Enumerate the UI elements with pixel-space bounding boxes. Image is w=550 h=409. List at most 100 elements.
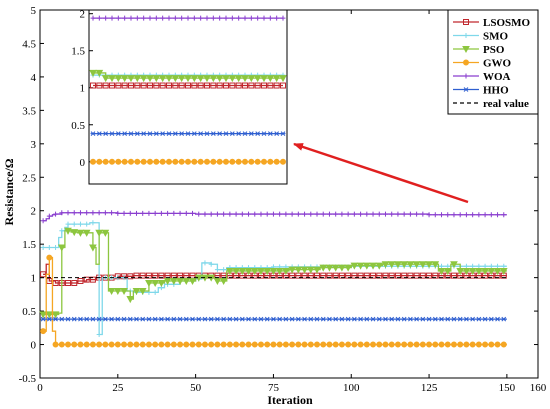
x-tick-label: 160 — [530, 382, 547, 394]
data-point — [376, 211, 382, 217]
inset-data-point — [147, 131, 153, 137]
inset-data-point — [204, 82, 210, 89]
data-point — [133, 272, 140, 279]
inset-data-point — [215, 75, 224, 83]
data-point — [140, 210, 146, 216]
inset-data-point — [89, 69, 97, 77]
data-point — [183, 210, 189, 216]
inset-data-point — [273, 82, 280, 89]
y-tick-label: 5 — [31, 5, 37, 17]
inset-data-point — [241, 75, 249, 83]
data-point — [152, 289, 158, 295]
inset-data-point — [90, 15, 96, 21]
data-point — [76, 229, 85, 237]
data-point — [419, 341, 426, 348]
data-point — [351, 272, 358, 279]
legend-item-real-value: real value — [453, 98, 529, 110]
data-point — [71, 316, 77, 322]
data-point — [163, 277, 172, 286]
series-gwo — [40, 254, 507, 348]
inset-data-point — [139, 75, 148, 83]
data-point — [364, 211, 370, 217]
inset-data-point — [229, 15, 235, 21]
data-point — [320, 316, 326, 322]
data-point — [420, 316, 426, 322]
inset-data-point — [229, 82, 236, 89]
data-point — [332, 341, 339, 348]
inset-data-point — [172, 82, 179, 89]
inset-data-point — [229, 131, 235, 137]
inset-data-point — [133, 75, 142, 83]
data-point — [308, 211, 314, 217]
data-point — [169, 277, 178, 286]
data-point — [283, 211, 289, 217]
data-point — [401, 341, 408, 348]
data-point — [407, 272, 414, 279]
inset-data-point — [267, 131, 273, 137]
data-point — [326, 211, 332, 217]
inset-data-point — [242, 131, 248, 137]
data-point — [177, 316, 183, 322]
data-point — [376, 316, 382, 322]
y-tick-label: 2.5 — [22, 172, 36, 184]
data-point — [314, 341, 321, 348]
inset-data-point — [172, 15, 178, 21]
inset-data-point — [172, 131, 178, 137]
inset-data-point — [210, 131, 216, 137]
data-point — [83, 341, 90, 348]
x-axis-title: Iteration — [267, 393, 313, 407]
legend-marker — [463, 33, 469, 38]
data-point — [333, 211, 339, 217]
data-point — [71, 279, 78, 286]
main-series-layer — [39, 210, 508, 348]
data-point — [40, 328, 47, 335]
data-point — [364, 316, 370, 322]
data-point — [270, 341, 277, 348]
series-woa — [40, 210, 507, 224]
data-point — [102, 316, 108, 322]
data-point — [333, 316, 339, 322]
data-point — [381, 261, 390, 269]
data-point — [470, 263, 476, 269]
data-point — [239, 341, 246, 348]
data-point — [463, 316, 469, 322]
data-point — [358, 211, 364, 217]
data-point — [232, 267, 240, 275]
data-point — [257, 341, 264, 348]
inset-data-point — [90, 158, 96, 165]
data-point — [488, 212, 494, 218]
data-point — [457, 212, 463, 218]
data-point — [307, 341, 314, 348]
x-tick-label: 150 — [499, 382, 516, 394]
data-point — [363, 272, 370, 279]
data-point — [444, 341, 451, 348]
inset-data-point — [178, 158, 185, 165]
data-point — [413, 272, 420, 279]
data-point — [308, 316, 314, 322]
inset-data-point — [109, 158, 115, 165]
data-point — [189, 341, 196, 348]
inset-data-point — [253, 75, 262, 83]
inset-data-point — [140, 82, 147, 89]
data-point — [208, 316, 214, 322]
data-point — [264, 316, 270, 322]
data-point — [257, 267, 265, 275]
data-point — [201, 341, 208, 348]
inset-y-tick-label: 1.5 — [71, 46, 85, 58]
data-point — [387, 261, 396, 269]
data-point — [202, 316, 208, 322]
data-point — [227, 211, 233, 217]
inset-data-point — [273, 158, 280, 165]
data-point — [283, 316, 289, 322]
inset-data-point — [141, 131, 147, 137]
inset-data-point — [166, 15, 172, 21]
data-point — [146, 316, 152, 322]
inset-data-point — [255, 15, 261, 21]
data-point — [289, 341, 296, 348]
data-point — [414, 316, 420, 322]
data-point — [270, 316, 276, 322]
inset-data-point — [184, 75, 192, 83]
data-point — [338, 341, 345, 348]
data-point — [450, 341, 457, 348]
inset-data-point — [120, 75, 129, 83]
